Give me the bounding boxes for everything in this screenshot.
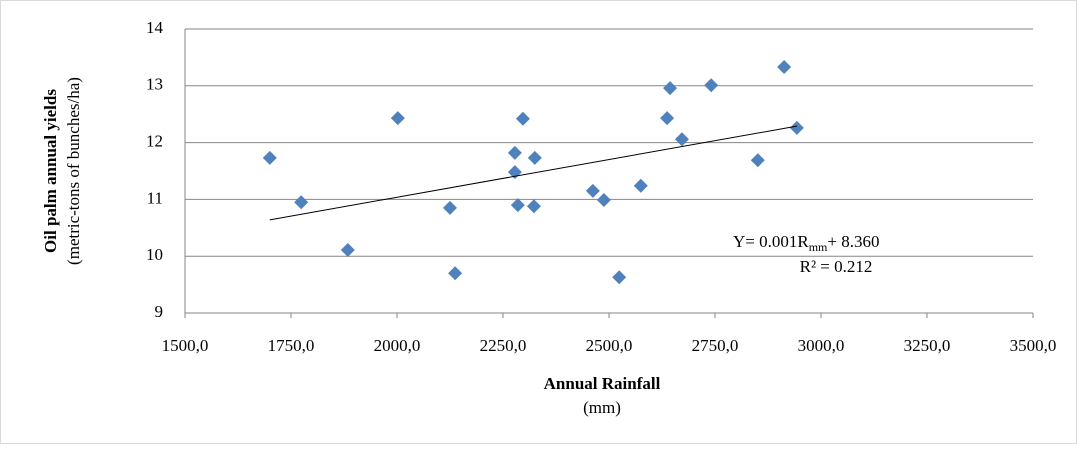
x-tick-label: 1750,0 [268,336,315,355]
y-axis-title: Oil palm annual yields [41,89,60,253]
y-axis-subtitle: (metric-tons of bunches/ha) [64,77,83,265]
equation-part: Y= 0.001R [733,232,809,251]
x-tick-label: 2000,0 [374,336,421,355]
trend-equation: Y= 0.001Rmm+ 8.360 [733,232,879,254]
data-point [633,178,648,193]
x-tick-label: 3000,0 [798,336,845,355]
data-point [340,242,355,257]
x-tick-label: 2250,0 [480,336,527,355]
equation-part: + 8.360 [827,232,879,251]
data-point [515,111,530,126]
x-tick-label: 2500,0 [586,336,633,355]
x-tick-label: 1500,0 [162,336,209,355]
data-point [777,60,792,75]
data-point [612,270,627,285]
equation-part: mm [809,240,828,254]
data-point [663,81,678,96]
data-point [789,120,804,135]
y-tick-label: 9 [155,302,164,321]
x-axis-subtitle: (mm) [583,398,621,417]
data-point [660,111,675,126]
data-point [585,183,600,198]
data-point [294,195,309,210]
data-point [510,198,525,213]
trendline [269,125,797,221]
data-point [674,132,689,147]
data-point [443,200,457,215]
x-tick-label: 3500,0 [1010,336,1057,355]
data-point [507,145,522,160]
y-tick-label: 12 [146,132,163,151]
y-tick-label: 13 [146,75,163,94]
x-tick-label: 2750,0 [692,336,739,355]
data-point [704,78,719,93]
y-tick-label: 10 [146,245,163,264]
data-point [526,199,541,214]
data-point [527,150,542,165]
y-tick-label: 14 [146,18,164,37]
data-point [390,111,405,126]
y-tick-label: 11 [147,188,163,207]
r-squared: R² = 0.212 [800,257,873,276]
x-tick-label: 3250,0 [904,336,951,355]
data-point [596,192,611,207]
x-axis-title: Annual Rainfall [544,374,661,393]
data-point [448,266,463,281]
data-point [262,150,277,165]
data-point [750,153,765,168]
